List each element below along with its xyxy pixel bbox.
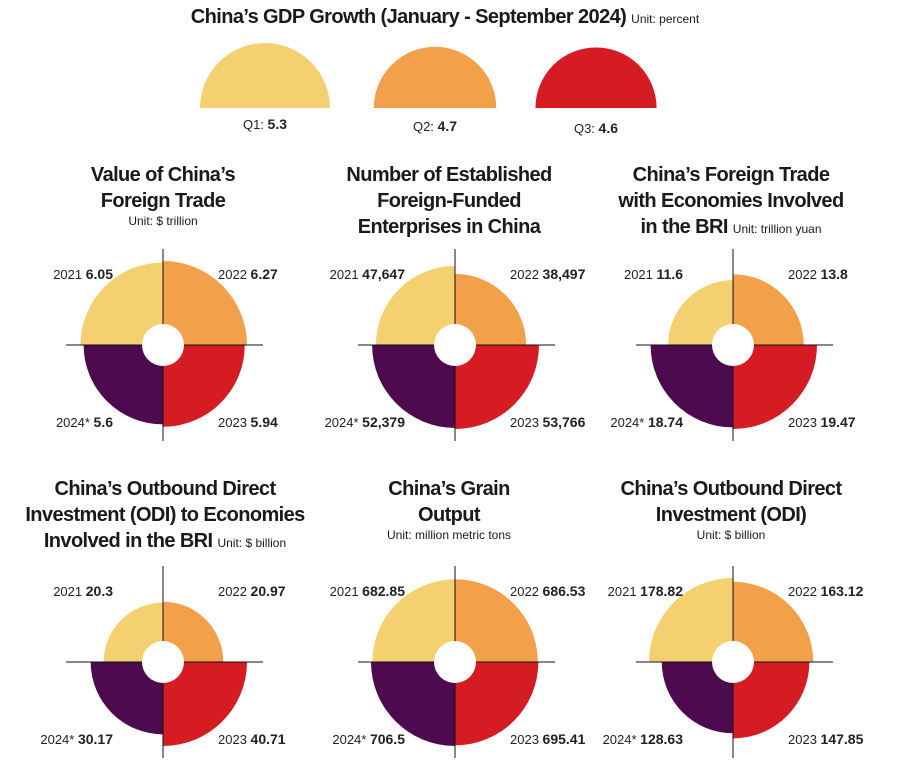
quadrant-2023: [455, 662, 539, 746]
data-label-2024: 2024* 30.17: [40, 731, 113, 747]
title-line: China’s Outbound Direct: [54, 478, 276, 500]
gdp-title: China’s GDP Growth (January - September …: [191, 4, 699, 32]
semicircle-q1: [200, 43, 330, 108]
quadrant-2024: [372, 345, 455, 428]
quadrant-2022: [455, 273, 527, 345]
data-label-2021: 2021 178.82: [608, 583, 684, 599]
title-line: Foreign Trade: [100, 190, 226, 212]
quadrant-2024: [83, 345, 163, 425]
gdp-title-period: (January - September 2024): [380, 6, 627, 28]
data-label-2023: 2023 695.41: [510, 731, 586, 747]
data-label-2021: 2021 20.3: [53, 583, 113, 599]
center-hole: [142, 641, 184, 683]
semicircle-q2: [373, 46, 497, 108]
title-line: Investment (ODI) to Economies: [25, 504, 305, 526]
data-label-2021: 2021 11.6: [624, 266, 683, 282]
center-hole: [142, 324, 184, 366]
quadrant-2023: [733, 345, 817, 429]
data-label-2021: 2021 6.05: [53, 266, 113, 282]
title-line: China’s Outbound Direct: [620, 478, 842, 500]
quadrant-2022: [163, 261, 247, 345]
data-label-2023: 2023 147.85: [788, 731, 864, 747]
title-line: with Economies Involved: [618, 190, 844, 212]
center-hole: [712, 641, 754, 683]
data-label-2022: 2022 20.97: [218, 583, 286, 599]
data-label-2024: 2024* 18.74: [610, 414, 683, 430]
center-hole: [712, 324, 754, 366]
quadrant-2023: [733, 662, 810, 739]
title-line: Enterprises in China: [357, 216, 541, 238]
quadrant-2024: [90, 662, 163, 735]
unit-label: Unit: $ trillion: [128, 214, 198, 228]
data-label-2021: 2021 682.85: [330, 583, 406, 599]
data-label-2021: 2021 47,647: [330, 266, 406, 282]
quadrant-2023: [163, 662, 247, 746]
data-label-2022: 2022 13.8: [788, 266, 848, 282]
quarter-label: Q3: 4.6: [574, 120, 618, 136]
data-label-2023: 2023 5.94: [218, 414, 278, 430]
data-label-2022: 2022 163.12: [788, 583, 864, 599]
data-label-2024: 2024* 128.63: [603, 731, 684, 747]
unit-label: Unit: $ billion: [696, 528, 766, 542]
data-label-2024: 2024* 52,379: [325, 414, 406, 430]
unit-label: Unit: million metric tons: [386, 528, 512, 542]
quadrant-2022: [733, 274, 804, 345]
unit-label: Unit: trillion yuan: [732, 222, 822, 236]
unit-label: Unit: $ billion: [217, 536, 287, 550]
bri-trade-title: China’s Foreign Trade with Economies Inv…: [618, 162, 844, 242]
quadrant-2024: [650, 345, 733, 428]
semicircle-q3: [535, 47, 657, 108]
title-line: Foreign-Funded: [377, 190, 521, 212]
quadrant-2021: [649, 578, 733, 662]
quadrant-2022: [163, 601, 224, 662]
data-label-2023: 2023 40.71: [218, 731, 286, 747]
title-line: China’s Grain: [388, 478, 510, 500]
quadrant-2023: [455, 345, 539, 429]
title-line: Output: [418, 504, 481, 526]
gdp-unit: Unit: percent: [631, 12, 700, 26]
bri-odi-title: China’s Outbound Direct Investment (ODI)…: [25, 476, 305, 556]
title-line: Number of Established: [346, 164, 552, 186]
title-line: Investment (ODI): [655, 504, 807, 526]
quadrant-2022: [455, 579, 538, 662]
data-label-2023: 2023 19.47: [788, 414, 856, 430]
data-label-2022: 2022 6.27: [218, 266, 278, 282]
quadrant-2021: [668, 280, 733, 345]
title-line: China’s Foreign Trade: [632, 164, 830, 186]
trade-title: Value of China’s Foreign Trade Unit: $ t…: [90, 162, 236, 228]
gdp-title-main: China’s GDP Growth: [190, 6, 376, 28]
quadrant-2021: [80, 262, 163, 345]
title-line: in the BRI: [640, 216, 728, 238]
ffe-title: Number of Established Foreign-Funded Ent…: [346, 162, 552, 240]
data-label-2022: 2022 38,497: [510, 266, 586, 282]
title-line: Value of China’s: [90, 164, 236, 186]
quadrant-2021: [375, 265, 455, 345]
quadrant-2024: [661, 662, 733, 734]
quarter-label: Q1: 5.3: [243, 116, 287, 132]
center-hole: [434, 324, 476, 366]
quarter-label: Q2: 4.7: [413, 118, 457, 134]
title-line: Involved in the BRI: [43, 530, 213, 552]
data-label-2024: 2024* 706.5: [332, 731, 405, 747]
grain-title: China’s Grain Output Unit: million metri…: [387, 476, 511, 542]
quadrant-2022: [733, 581, 814, 662]
quadrant-2023: [163, 345, 245, 427]
data-label-2024: 2024* 5.6: [56, 414, 113, 430]
data-label-2023: 2023 53,766: [510, 414, 586, 430]
center-hole: [434, 641, 476, 683]
odi-title: China’s Outbound Direct Investment (ODI)…: [620, 476, 842, 542]
quadrant-2021: [372, 579, 455, 662]
quadrant-2024: [371, 662, 455, 746]
data-label-2022: 2022 686.53: [510, 583, 586, 599]
